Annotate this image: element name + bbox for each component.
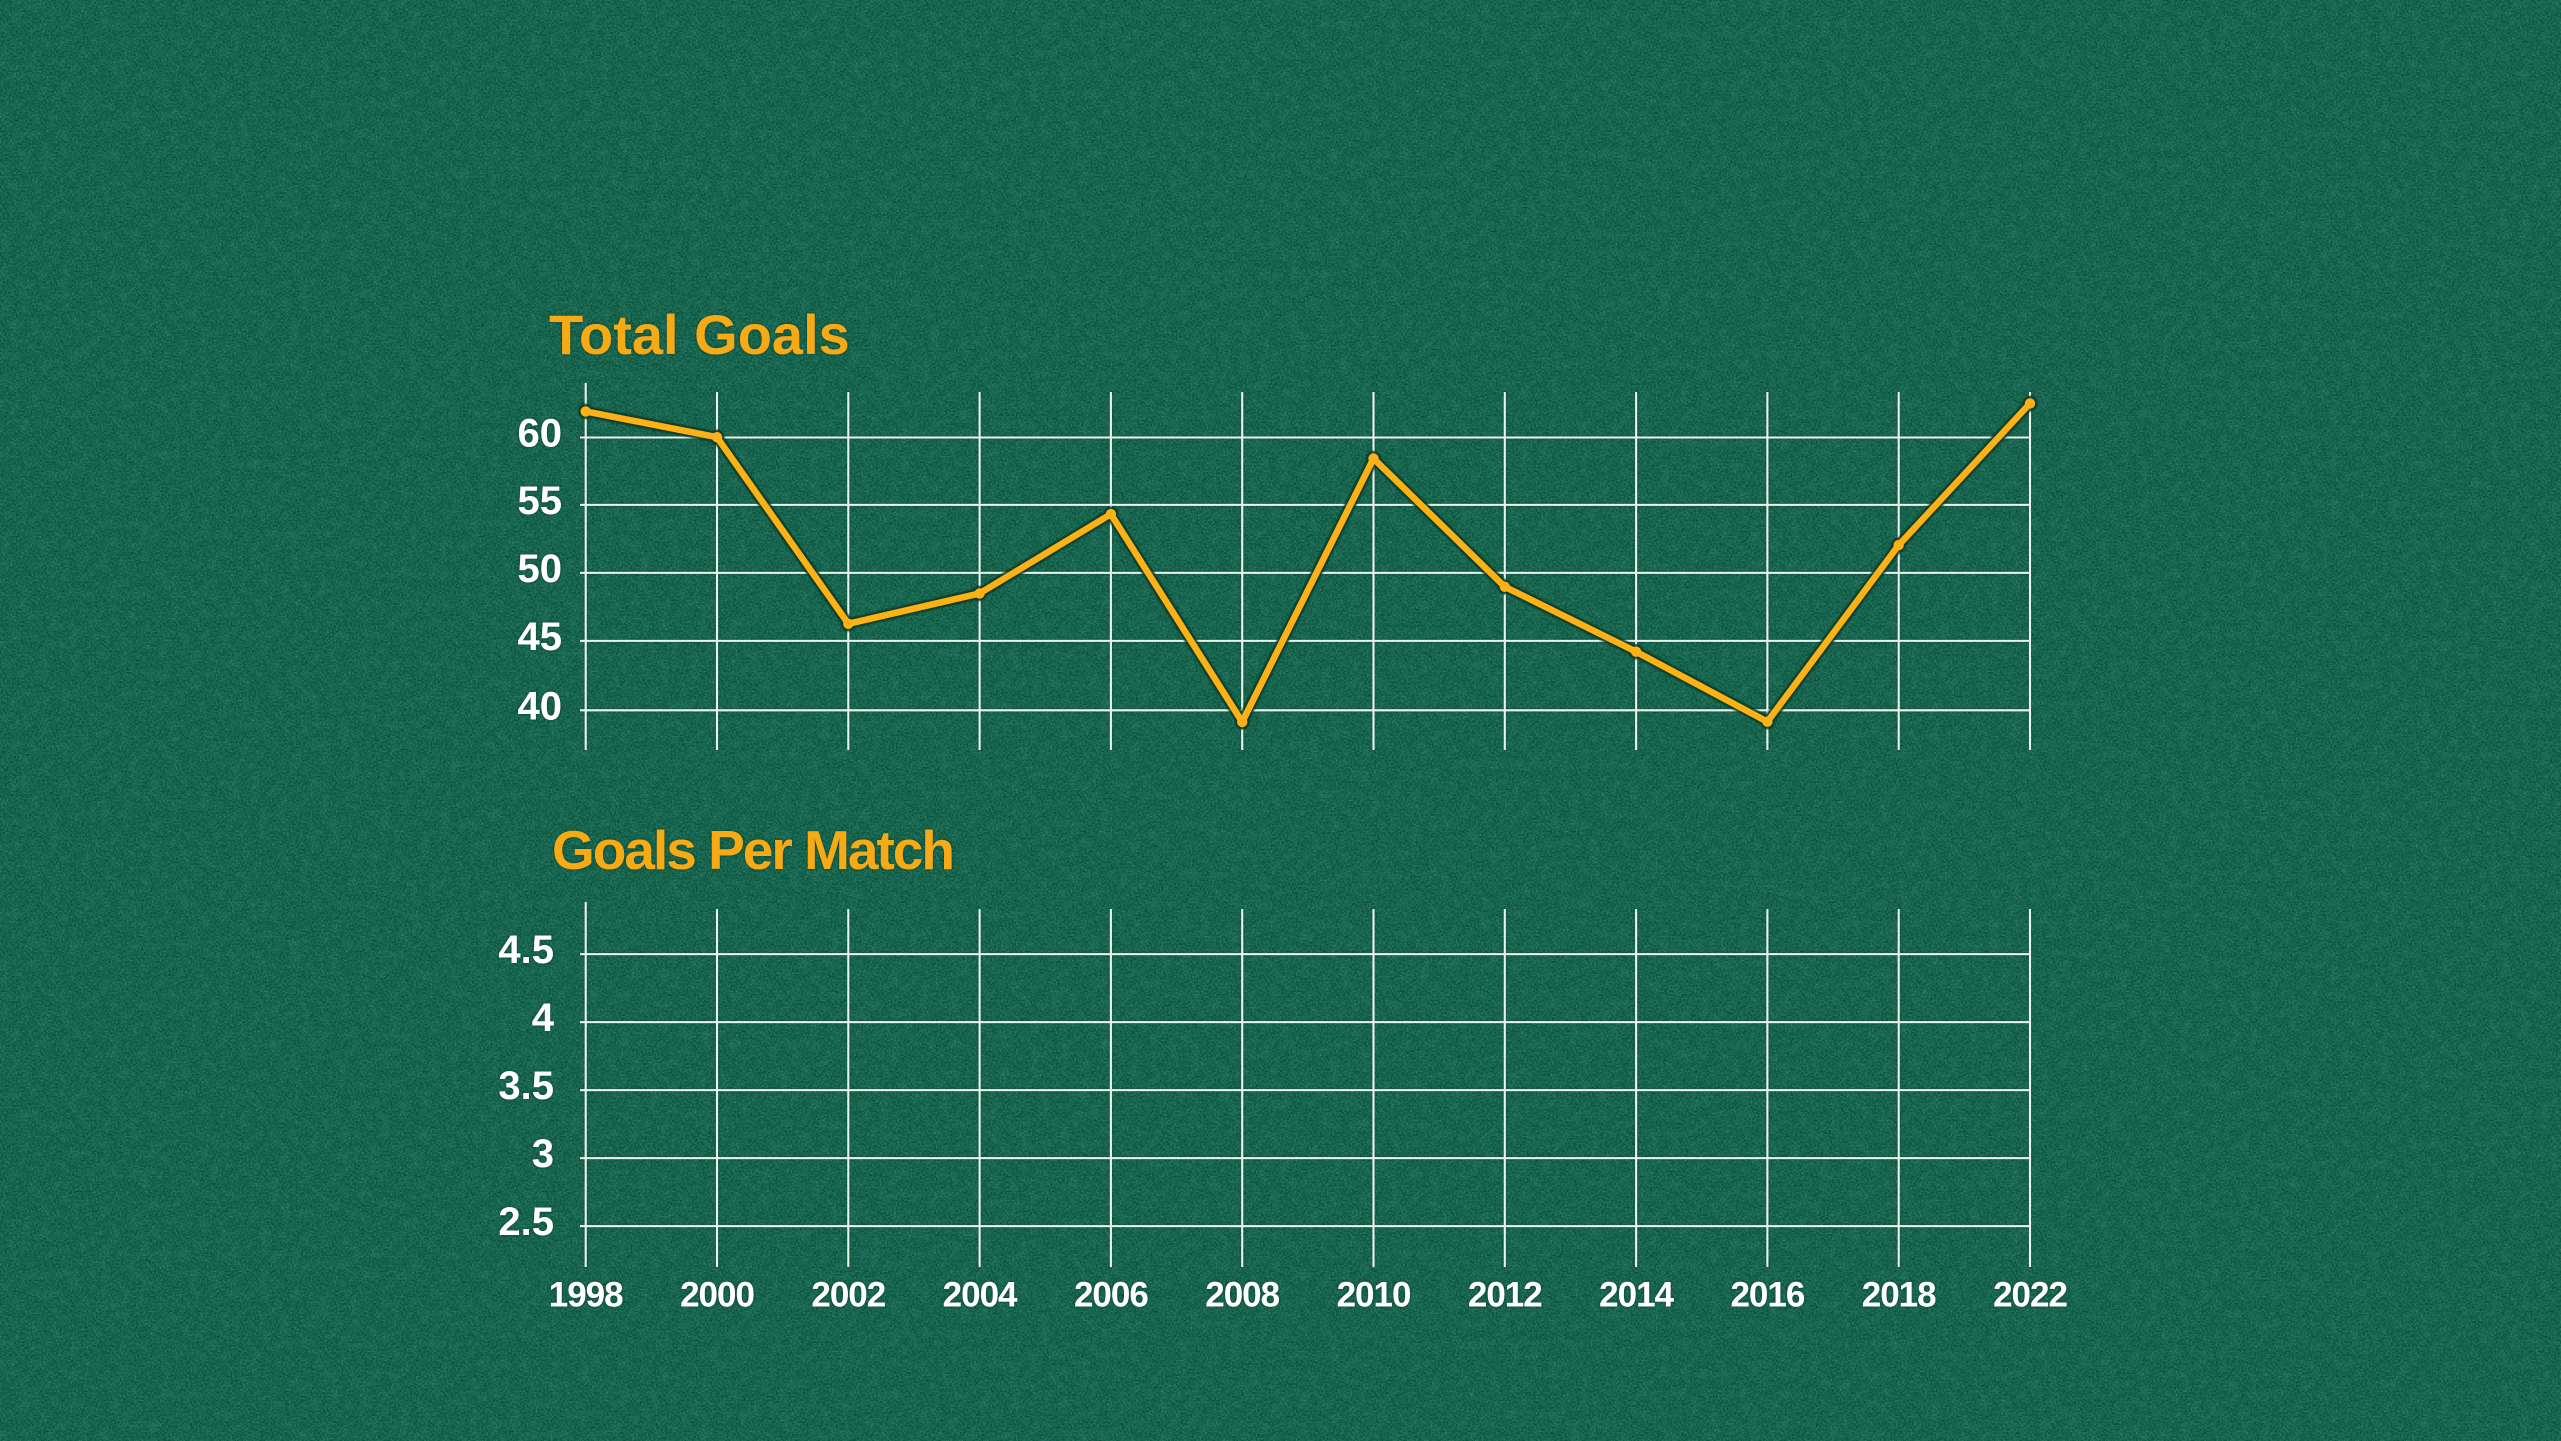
svg-text:2022: 2022 [1993,1276,2067,1315]
svg-text:3: 3 [532,1132,554,1176]
svg-text:1998: 1998 [549,1276,623,1315]
svg-text:2002: 2002 [811,1276,885,1315]
svg-text:2012: 2012 [1468,1276,1542,1315]
svg-text:2018: 2018 [1862,1276,1936,1315]
svg-text:2000: 2000 [680,1276,754,1315]
svg-text:2004: 2004 [943,1276,1018,1315]
svg-text:Total Goals: Total Goals [549,303,850,366]
svg-text:3.5: 3.5 [498,1064,554,1108]
svg-text:40: 40 [518,684,563,728]
svg-text:2.5: 2.5 [498,1200,554,1244]
svg-text:4: 4 [532,996,555,1040]
svg-text:55: 55 [518,479,563,523]
svg-text:2014: 2014 [1599,1276,1674,1315]
svg-text:50: 50 [518,547,563,591]
svg-text:45: 45 [518,615,563,659]
svg-text:2010: 2010 [1337,1276,1411,1315]
svg-text:60: 60 [518,412,563,456]
svg-text:2006: 2006 [1074,1276,1148,1315]
svg-text:Goals Per Match: Goals Per Match [552,819,953,881]
svg-text:2008: 2008 [1205,1276,1279,1315]
svg-text:2016: 2016 [1730,1276,1804,1315]
svg-text:4.5: 4.5 [498,928,554,972]
